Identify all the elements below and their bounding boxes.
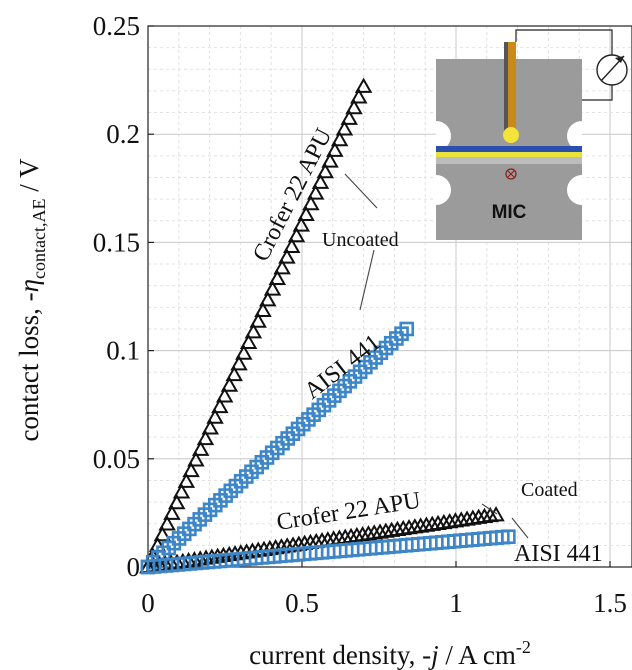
data-point: [268, 269, 287, 286]
data-point: [354, 77, 373, 93]
data-point: [292, 216, 311, 232]
data-point: [177, 472, 196, 488]
data-point: [230, 355, 248, 371]
inset-notch-right-top: [567, 121, 582, 151]
data-point: [220, 376, 239, 392]
leader-coated-aisi: [511, 517, 529, 539]
annotation-leaders: [344, 173, 529, 539]
label-coated: Coated: [521, 479, 578, 501]
inset-notch-left-bottom: [436, 175, 451, 205]
data-point: [287, 227, 306, 243]
data-point: [316, 162, 334, 179]
data-point: [187, 451, 205, 467]
inset-label: MIC: [492, 202, 527, 223]
label-uncoated: Uncoated: [322, 229, 399, 251]
y-axis-label-unit: / V: [14, 158, 44, 199]
leader-coated-crofer: [481, 503, 498, 515]
x-axis-label-prefix: current density, -: [249, 640, 431, 670]
voltmeter-arrow: [615, 56, 624, 63]
plot-frame: [147, 25, 632, 568]
axis-ticks: 0 0.5 1 1.5 0 0.05 0.1 0.15 0.2 0.25: [93, 11, 627, 618]
x-tick-label: 0: [141, 588, 155, 618]
data-point: [254, 301, 272, 318]
inset-current-symbol: [505, 168, 517, 180]
data-point: [211, 397, 229, 414]
data-point: [278, 248, 296, 264]
data-point: [153, 525, 172, 542]
data-point: [201, 419, 220, 435]
inset-notch-left-top: [436, 121, 451, 151]
y-tick-label: 0: [127, 552, 141, 582]
data-point: [172, 483, 191, 499]
x-axis-label-unit: / A cm: [439, 640, 516, 670]
data-point: [206, 408, 224, 424]
data-point: [321, 152, 339, 168]
data-series: [139, 77, 516, 575]
series-3: [140, 529, 516, 575]
inset-probe: [506, 42, 516, 132]
data-point: [225, 365, 243, 382]
data-point: [163, 504, 181, 520]
y-tick-label: 0.1: [106, 336, 140, 366]
data-point: [182, 461, 200, 478]
data-point: [345, 98, 363, 115]
series-1: [140, 321, 415, 575]
y-tick-label: 0.15: [93, 227, 140, 257]
y-tick-label: 0.25: [93, 11, 140, 41]
x-tick-label: 1.5: [593, 588, 627, 618]
x-tick-label: 1: [449, 588, 463, 618]
y-axis-label: contact loss, -ηcontact,AE / V: [14, 158, 49, 442]
data-point: [297, 205, 315, 221]
inset-layer-blue: [436, 146, 582, 152]
data-point: [330, 130, 349, 147]
y-axis-label-prefix: contact loss, -: [14, 292, 44, 441]
data-point: [263, 280, 282, 296]
data-point: [235, 344, 253, 360]
inset-notch-right-bottom: [567, 175, 582, 205]
data-point: [168, 493, 186, 510]
inset-layer-yellow: [436, 152, 582, 157]
data-point: [191, 440, 210, 456]
inset-contact-point: [503, 127, 519, 143]
data-point: [196, 429, 215, 446]
x-axis-label-var: j: [428, 640, 439, 670]
inset-layer-porous: [436, 157, 582, 164]
y-tick-label: 0.05: [93, 444, 140, 474]
x-tick-label: 0.5: [285, 588, 319, 618]
label-aisi-coated: AISI 441: [514, 541, 603, 567]
inset-probe-shadow: [504, 42, 508, 132]
data-point: [158, 515, 176, 531]
data-point: [249, 312, 267, 328]
data-point: [259, 291, 277, 307]
data-point: [273, 259, 291, 275]
x-axis-label: current density, -j / A cm-2: [249, 637, 531, 670]
data-point: [350, 88, 368, 104]
inset-current-cross: [507, 170, 515, 178]
data-point: [326, 141, 344, 157]
data-point: [487, 506, 505, 522]
y-axis-label-sub: contact,AE: [29, 198, 49, 278]
data-point: [399, 321, 415, 337]
y-tick-label: 0.2: [106, 119, 140, 149]
inset-wire: [515, 29, 613, 101]
data-point: [244, 323, 263, 339]
data-point: [335, 120, 354, 136]
data-point: [239, 333, 258, 350]
data-point: [215, 387, 234, 403]
y-axis-label-var: η: [14, 279, 44, 292]
data-point: [306, 184, 325, 200]
data-point: [302, 195, 320, 211]
data-point: [501, 529, 516, 545]
series-0: [139, 77, 373, 574]
mic-inset: MIC: [436, 29, 628, 240]
leader-uncoated-aisi: [359, 249, 375, 311]
x-axis-label-exp: -2: [516, 637, 531, 657]
leader-uncoated-crofer: [344, 173, 378, 209]
data-point: [283, 237, 301, 253]
data-point: [311, 173, 330, 189]
data-point: [340, 109, 358, 125]
